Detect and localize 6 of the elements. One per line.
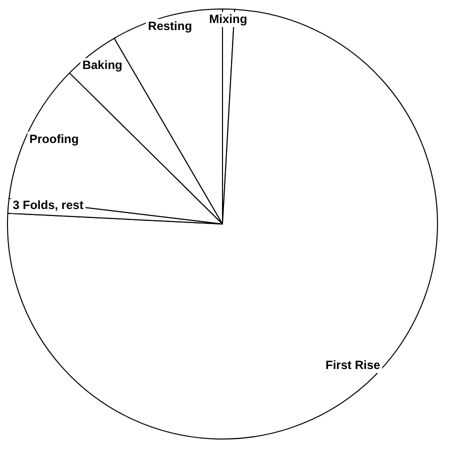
slice-label: 3 Folds, rest <box>12 198 84 212</box>
slice-label: First Rise <box>326 358 381 372</box>
slice-label: Resting <box>148 18 192 33</box>
slice-label: Proofing <box>29 132 79 146</box>
slice-label: Baking <box>82 58 122 72</box>
slice-label: Mixing <box>209 12 248 26</box>
